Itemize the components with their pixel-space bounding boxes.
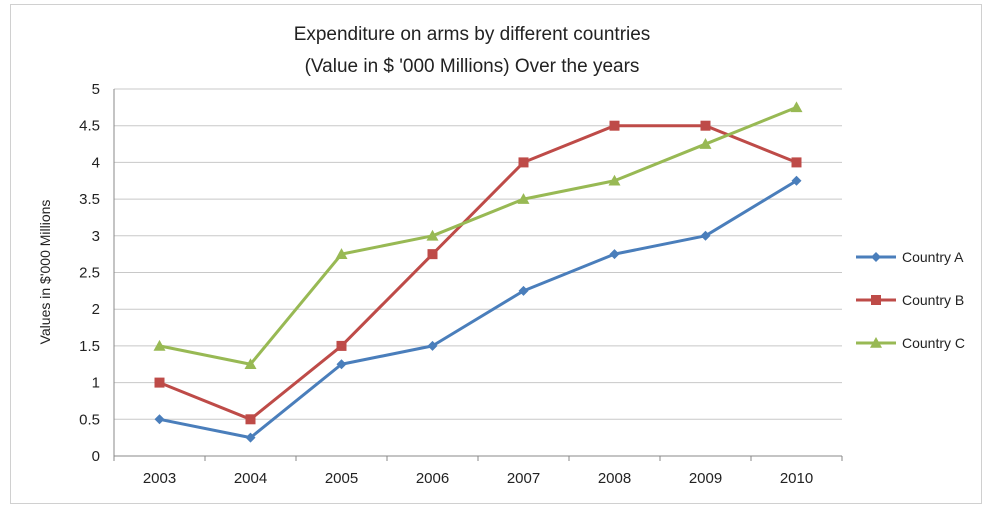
legend-marker — [871, 295, 881, 305]
y-tick-label: 1.5 — [79, 338, 100, 355]
y-tick-label: 3 — [92, 228, 100, 245]
chart-subtitle: (Value in $ '000 Millions) Over the year… — [305, 56, 640, 77]
series-country-a — [154, 175, 802, 443]
y-tick-label: 4 — [92, 154, 100, 171]
y-tick-label: 2 — [92, 301, 100, 318]
data-point-country-a — [518, 285, 529, 296]
data-point-country-c — [790, 101, 803, 113]
data-point-country-a — [700, 230, 711, 241]
series-group — [153, 101, 803, 443]
data-point-country-b — [791, 157, 802, 168]
y-axis-title: Values in $'000 Millions — [37, 200, 53, 345]
x-tick-label: 2010 — [780, 470, 813, 487]
y-tick-label: 5 — [92, 81, 100, 98]
series-line-country-a — [159, 179, 798, 440]
data-point-country-c — [699, 138, 712, 149]
y-tick-label: 1 — [92, 375, 100, 392]
data-point-country-a — [791, 175, 802, 186]
x-tick-label: 2004 — [234, 470, 267, 487]
data-point-country-b — [427, 249, 438, 260]
legend-item-country-b: Country B — [856, 292, 964, 308]
series-country-b — [154, 120, 802, 425]
legend-label: Country C — [902, 335, 965, 351]
data-point-country-c — [608, 174, 621, 186]
series-country-c — [153, 101, 803, 370]
y-tick-label: 0.5 — [79, 411, 100, 428]
x-tick-label: 2006 — [416, 470, 449, 487]
legend-item-country-a: Country A — [856, 249, 964, 265]
gridlines — [113, 88, 843, 461]
series-line-country-c — [159, 105, 798, 366]
data-point-country-b — [245, 414, 256, 425]
legend-item-country-c: Country C — [856, 335, 965, 351]
data-point-country-a — [336, 359, 347, 370]
y-tick-labels: 0 0.5 1 1.5 2 2.5 3 3.5 4 4.5 5 — [79, 81, 100, 465]
x-tick-label: 2003 — [143, 470, 176, 487]
y-tick-label: 4.5 — [79, 118, 100, 135]
data-point-country-c — [335, 248, 348, 259]
legend-label: Country B — [902, 292, 964, 308]
data-point-country-c — [244, 358, 257, 370]
data-point-country-b — [336, 340, 347, 351]
legend-marker — [870, 337, 882, 348]
series-line-country-b — [158, 124, 798, 421]
x-tick-labels: 2003 2004 2005 2006 2007 2008 2009 2010 — [143, 470, 813, 487]
data-point-country-b — [518, 157, 529, 168]
data-point-country-a — [609, 249, 620, 260]
x-tick-label: 2007 — [507, 470, 540, 487]
data-point-country-c — [426, 229, 439, 241]
chart-title: Expenditure on arms by different countri… — [294, 24, 651, 45]
data-point-country-a — [154, 414, 165, 425]
x-tick-label: 2009 — [689, 470, 722, 487]
data-point-country-c — [517, 193, 530, 204]
x-tick-label: 2005 — [325, 470, 358, 487]
data-point-country-b — [609, 120, 620, 131]
legend: Country A Country B Country C — [856, 249, 965, 351]
data-point-country-a — [427, 340, 438, 351]
legend-marker — [871, 252, 881, 262]
y-tick-label: 3.5 — [79, 191, 100, 208]
legend-label: Country A — [902, 249, 964, 265]
y-tick-label: 2.5 — [79, 265, 100, 282]
data-point-country-b — [700, 120, 711, 131]
y-tick-label: 0 — [92, 448, 100, 465]
data-point-country-b — [154, 377, 165, 388]
x-tick-label: 2008 — [598, 470, 631, 487]
data-point-country-c — [153, 339, 166, 351]
data-point-country-a — [245, 432, 256, 443]
